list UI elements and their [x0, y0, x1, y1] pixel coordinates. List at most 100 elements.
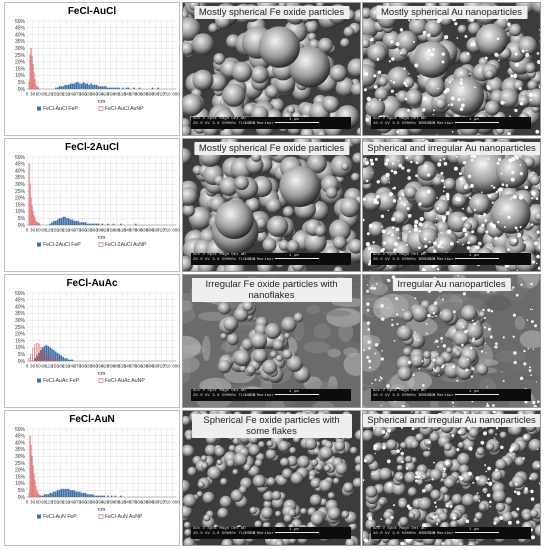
sem-au-dot — [487, 157, 490, 160]
sem-au-dot — [385, 432, 388, 435]
bar-fep — [133, 87, 135, 89]
bar-fep — [120, 495, 122, 497]
sem-particle — [486, 442, 495, 451]
x-tick-label: 480 — [113, 228, 121, 233]
sem-au-dot — [449, 505, 453, 508]
sem-au-dot — [466, 52, 470, 56]
sem-au-dot — [496, 37, 500, 41]
legend-swatch-fep — [37, 106, 41, 111]
sem-au-dot — [458, 475, 462, 479]
sem-au-dot — [461, 216, 466, 221]
sem-particle — [404, 471, 417, 484]
sem-au-dot — [435, 98, 437, 101]
image-caption: Spherical Fe oxide particles with some f… — [191, 414, 352, 438]
sem-au-dot — [484, 342, 487, 344]
sem-au-dot — [462, 292, 467, 296]
sem-au-dot — [409, 169, 411, 171]
sem-au-dot — [465, 368, 469, 372]
sem-au-dot — [487, 466, 491, 471]
sem-au-dot — [508, 158, 513, 163]
x-tick-label: 30 — [30, 228, 36, 233]
sem-au-dot — [366, 355, 370, 359]
sem-au-dot — [411, 411, 413, 413]
bar-aunp — [32, 64, 34, 90]
sem-au-dot — [363, 538, 369, 543]
sem-particle — [352, 477, 360, 489]
sem-au-dot — [459, 81, 463, 85]
bar-aunp — [37, 494, 40, 498]
sem-au-dot — [529, 308, 532, 311]
sem-au-dot — [470, 155, 474, 158]
sem-au-dot — [505, 184, 509, 187]
sem-au-dot — [464, 518, 466, 520]
sem-image-fe-oxide: Spherical Fe oxide particles with some f… — [182, 410, 361, 546]
y-tick-label: 10% — [15, 73, 26, 79]
sem-au-dot — [440, 336, 444, 340]
bar-fep — [67, 488, 70, 497]
sem-au-dot — [430, 52, 434, 57]
sem-particle — [282, 206, 295, 218]
bar-fep — [60, 86, 63, 89]
y-tick-label: 5% — [18, 488, 26, 494]
sem-image-fe-oxide: Mostly spherical Fe oxide particles Acc.… — [182, 138, 361, 272]
sem-au-dot — [425, 323, 428, 326]
sem-au-dot — [473, 322, 476, 326]
x-tick-label: 360 — [90, 500, 98, 505]
sem-au-dot — [395, 296, 399, 301]
sem-particle — [477, 476, 489, 487]
sem-particle — [289, 447, 297, 454]
sem-au-dot — [539, 482, 540, 485]
bar-fep — [64, 84, 66, 89]
sem-au-dot — [471, 319, 474, 322]
sem-particle — [283, 514, 293, 523]
sem-particle — [430, 489, 441, 500]
sem-au-dot — [457, 97, 461, 102]
sem-au-dot — [494, 345, 498, 349]
sem-au-dot — [414, 63, 419, 68]
sem-particle — [424, 483, 434, 493]
sem-particle — [529, 509, 539, 518]
bar-fep — [92, 494, 94, 497]
bar-fep — [75, 220, 77, 225]
sem-au-dot — [496, 161, 500, 165]
sem-particle — [432, 175, 443, 187]
sem-au-dot — [365, 179, 369, 183]
sem-au-dot — [491, 224, 497, 229]
sem-au-dot — [458, 172, 462, 176]
sem-au-dot — [520, 283, 523, 286]
sem-au-dot — [415, 544, 417, 545]
sem-au-dot — [435, 339, 439, 343]
sem-particle — [378, 467, 393, 481]
sem-particle — [203, 514, 211, 522]
sem-au-dot — [389, 266, 392, 269]
sem-au-dot — [470, 375, 474, 378]
sem-au-dot — [536, 230, 540, 234]
sem-particle — [354, 464, 360, 473]
histogram-panel: FeCl-AuAc 0% 5% 10% 15% 20% 25% 30% 35% 40% 45% 50… — [4, 274, 180, 408]
x-tick-label: 60 — [36, 364, 42, 369]
sem-particle — [449, 520, 458, 529]
x-tick-label: 510 — [118, 364, 126, 369]
bar-fep — [51, 348, 53, 361]
x-tick-label: 330 — [85, 228, 93, 233]
sem-particle — [263, 500, 272, 509]
sem-au-dot — [408, 506, 412, 511]
legend-swatch-fep — [37, 514, 41, 519]
sem-au-dot — [421, 267, 427, 271]
y-tick-label: 5% — [18, 352, 26, 358]
sem-au-dot — [421, 108, 426, 112]
sem-particle — [319, 446, 333, 461]
sem-au-dot — [421, 488, 426, 493]
sem-particle — [277, 440, 290, 453]
sem-au-dot — [433, 342, 436, 344]
sem-databar: Acc.V Spot Magn Det WD 20.0 kV 3.0 50000… — [371, 527, 531, 539]
sem-particle — [252, 348, 268, 364]
bar-fep — [99, 495, 102, 497]
legend-label-aunp: FeCl-2AuCl AuNP — [105, 242, 147, 248]
databar-values: 20.0 kV 3.0 50000x BSE 6.3 — [373, 394, 436, 398]
sem-au-dot — [503, 226, 506, 229]
sem-particle — [402, 310, 414, 322]
sem-au-dot — [399, 51, 403, 55]
sem-databar: Acc.V Spot Magn Det WD 20.0 kV 3.0 50000… — [191, 117, 351, 129]
sem-au-dot — [503, 94, 506, 96]
